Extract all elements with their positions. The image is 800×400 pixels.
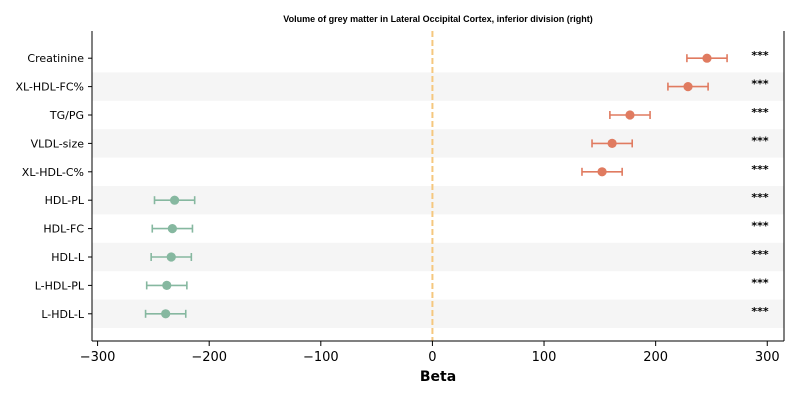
x-tick-label: 0 <box>428 350 436 365</box>
significance-label: *** <box>751 305 769 318</box>
data-point <box>686 53 728 63</box>
row-bands <box>92 72 784 328</box>
x-tick-label: 100 <box>532 350 557 365</box>
y-tick-label: HDL-FC <box>43 223 84 236</box>
data-point <box>591 138 634 148</box>
point-marker <box>162 280 172 290</box>
data-point <box>145 280 188 290</box>
data-point <box>581 167 623 177</box>
x-ticks: −300 −200 −100 0 100 200 300 <box>80 341 780 365</box>
significance-label: *** <box>751 106 769 119</box>
significance-labels: *** *** *** *** *** *** *** *** *** *** <box>751 49 769 318</box>
x-tick-label: 300 <box>755 350 780 365</box>
point-marker <box>683 82 693 92</box>
y-tick-label: XL-HDL-FC% <box>15 81 84 94</box>
x-tick-label: −200 <box>191 350 227 365</box>
data-point <box>153 195 196 205</box>
row-band <box>92 242 784 272</box>
y-tick-label: L-HDL-PL <box>35 279 85 292</box>
point-marker <box>169 195 180 205</box>
x-tick-label: −300 <box>80 350 116 365</box>
y-tick-label: VLDL-size <box>31 137 85 150</box>
y-tick-label: Creatinine <box>27 52 84 65</box>
y-tick-label: XL-HDL-C% <box>22 166 84 179</box>
significance-label: *** <box>751 163 769 176</box>
axes-frame <box>91 31 785 342</box>
data-point <box>144 309 187 319</box>
data-point <box>609 110 651 120</box>
y-tick-label: L-HDL-L <box>41 308 85 321</box>
data-point <box>151 224 194 234</box>
significance-label: *** <box>751 191 769 204</box>
significance-label: *** <box>751 78 769 91</box>
x-axis-title: Beta <box>420 369 456 385</box>
point-marker <box>625 110 635 120</box>
significance-label: *** <box>751 220 769 233</box>
point-marker <box>597 167 607 177</box>
significance-label: *** <box>751 49 769 62</box>
x-tick-label: −100 <box>303 350 339 365</box>
data-point <box>150 252 193 262</box>
significance-label: *** <box>751 248 769 261</box>
y-tick-label: HDL-PL <box>45 194 85 207</box>
y-tick-label: TG/PG <box>49 109 84 122</box>
data-points <box>144 53 728 319</box>
significance-label: *** <box>751 276 769 289</box>
point-marker <box>702 53 712 63</box>
significance-label: *** <box>751 134 769 147</box>
y-tick-label: HDL-L <box>51 251 85 264</box>
data-point <box>667 82 709 92</box>
point-marker <box>161 309 171 319</box>
y-tick-labels: Creatinine XL-HDL-FC% TG/PG VLDL-size XL-HDL… <box>15 52 92 321</box>
chart-title: Volume of grey matter in Lateral Occipit… <box>283 14 592 24</box>
x-tick-label: 200 <box>643 350 668 365</box>
point-marker <box>607 138 617 148</box>
row-band <box>92 186 784 215</box>
point-marker <box>166 252 176 262</box>
point-marker <box>167 224 177 234</box>
row-band <box>92 129 784 158</box>
row-band <box>92 299 784 328</box>
